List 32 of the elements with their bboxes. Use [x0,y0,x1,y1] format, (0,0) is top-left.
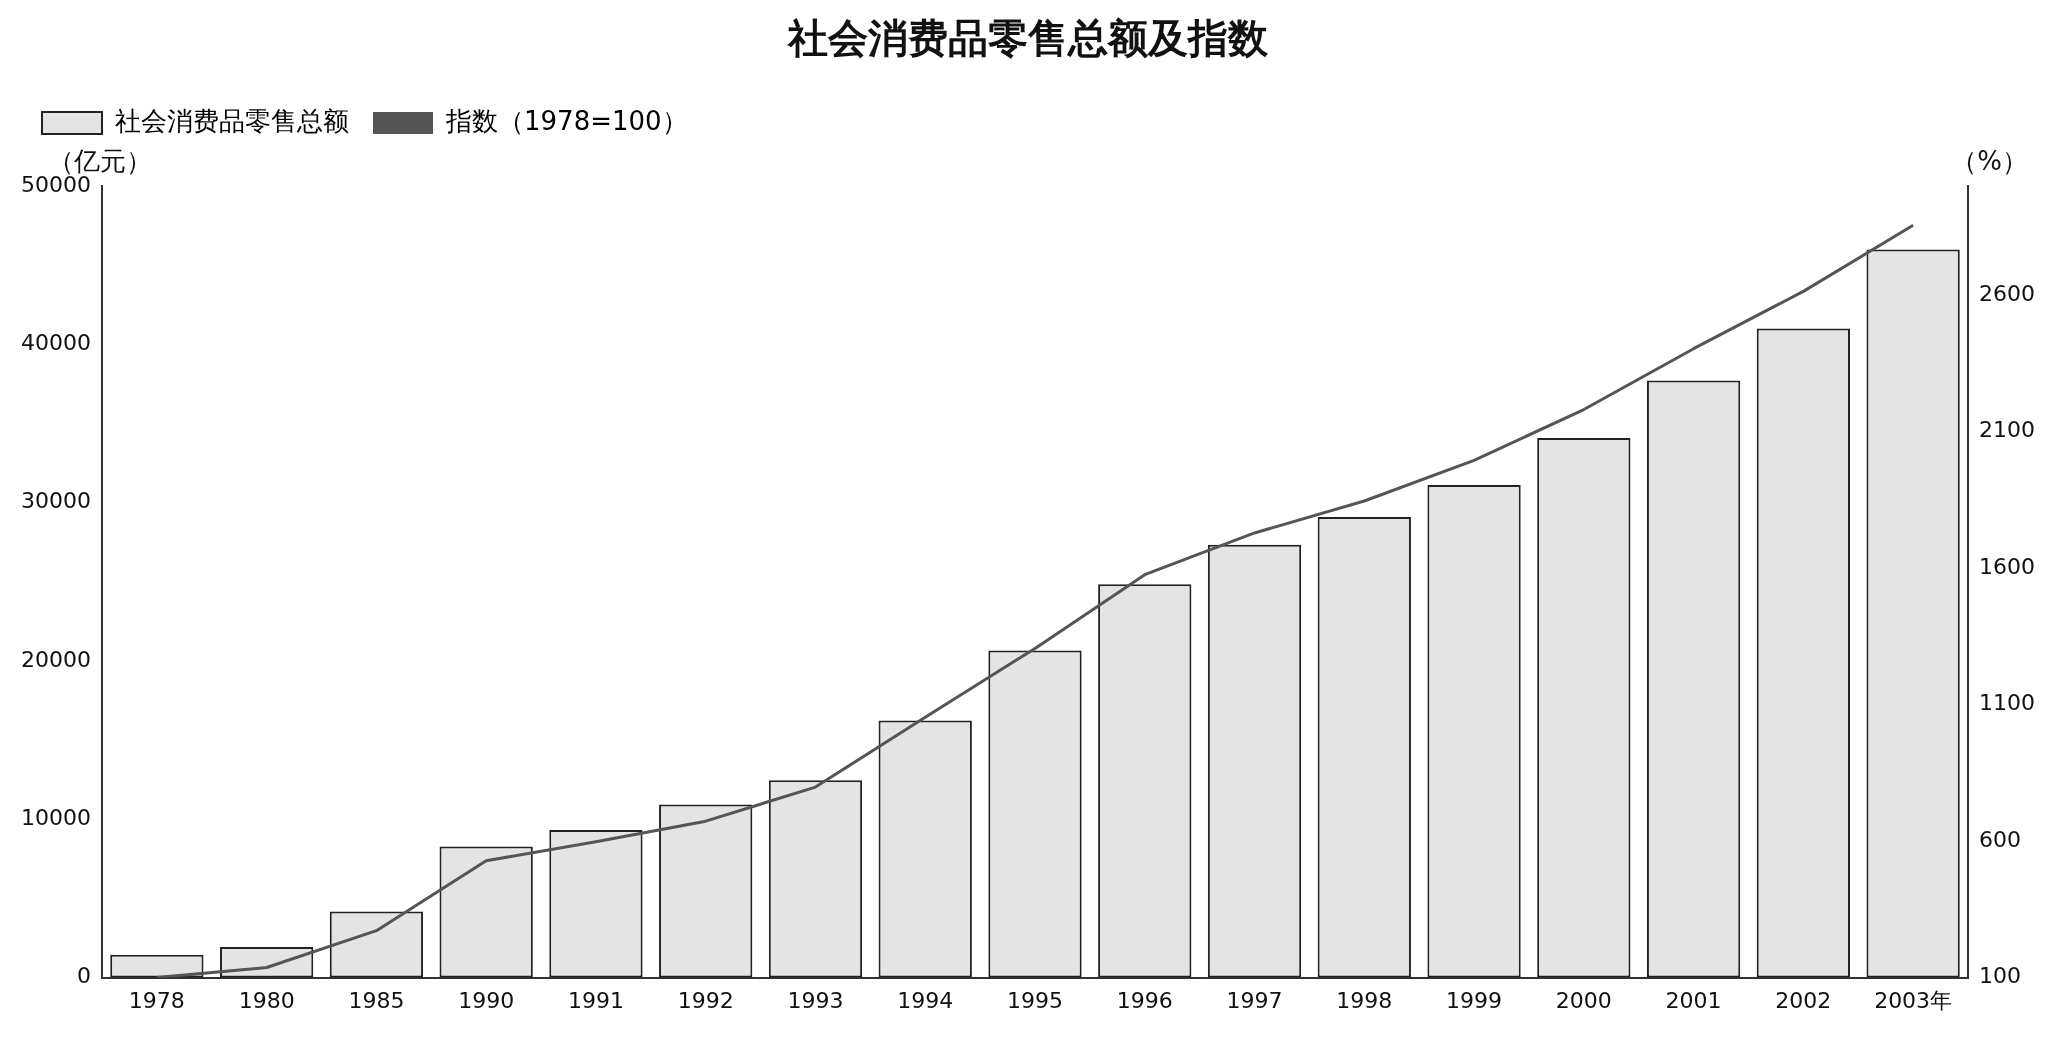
x-tick-label: 1978 [128,987,185,1013]
y2-tick-label: 100 [1979,963,2022,989]
y2-tick-label: 2100 [1979,417,2036,443]
y2-tick-label: 600 [1979,826,2022,852]
y-tick-label: 40000 [20,330,91,356]
chart-title: 社会消费品零售总额及指数 [787,15,1269,62]
x-tick-label: 1998 [1336,987,1393,1013]
x-tick-label: 2003年 [1874,987,1953,1013]
legend-label: 指数（1978=100） [445,105,688,136]
y-tick-label: 20000 [20,646,91,672]
y-tick-label: 0 [76,963,91,989]
x-tick-label: 1992 [677,987,734,1013]
legend-label: 社会消费品零售总额 [115,105,349,136]
x-tick-label: 2002 [1775,987,1832,1013]
x-tick-label: 2001 [1665,987,1722,1013]
x-tick-label: 1993 [787,987,844,1013]
x-tick-label: 1996 [1116,987,1173,1013]
x-tick-label: 1995 [1007,987,1063,1013]
x-tick-label: 1994 [897,987,954,1013]
y2-axis-title: （%） [1951,145,2028,176]
y2-tick-label: 2600 [1979,280,2036,306]
x-tick-label: 1980 [238,987,295,1013]
x-tick-label: 1985 [348,987,405,1013]
y-tick-label: 30000 [20,488,91,514]
x-tick-label: 1990 [458,987,515,1013]
x-tick-label: 1991 [567,987,624,1013]
x-tick-label: 1997 [1226,987,1283,1013]
x-tick-label: 1999 [1446,987,1503,1013]
y2-tick-label: 1600 [1979,553,2036,579]
y-tick-label: 10000 [20,805,91,830]
y2-tick-label: 1100 [1979,690,2036,716]
x-tick-label: 2000 [1555,987,1612,1013]
